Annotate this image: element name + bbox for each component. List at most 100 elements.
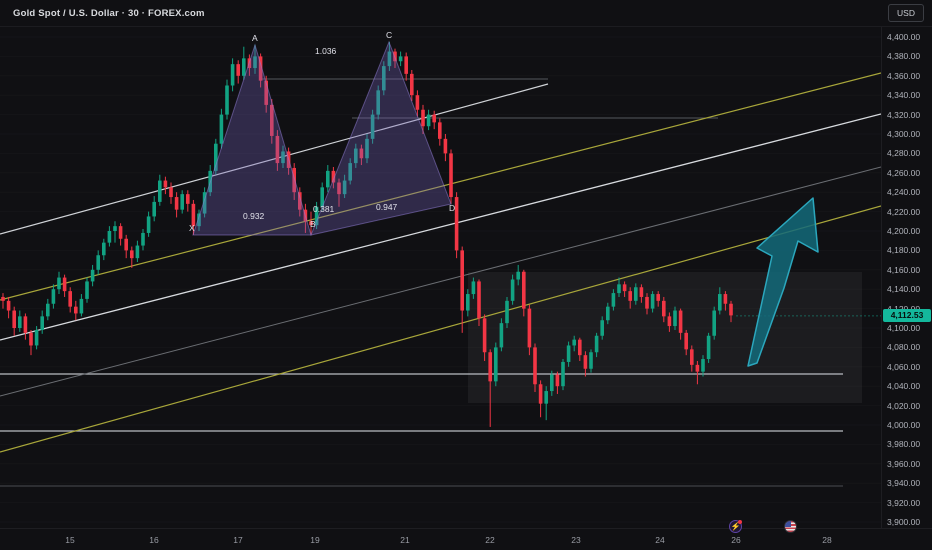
trendline[interactable] <box>0 205 881 453</box>
harmonic-pattern-triangle[interactable] <box>310 40 452 236</box>
price-axis[interactable]: 4,112.53 4,400.00 4,380.00 4,360.00 4,340.0… <box>881 0 932 528</box>
us-flag-event-icon[interactable] <box>784 520 797 533</box>
candle-body <box>102 242 106 256</box>
candle-body <box>544 391 548 404</box>
candle-body <box>634 287 638 301</box>
candle-body <box>29 332 33 346</box>
candle-body <box>18 316 22 328</box>
candlestick-chart[interactable]: X A B C D 0.932 0.381 0.947 1.036 <box>0 0 881 528</box>
time-axis[interactable]: 15 16 17 19 21 22 23 24 26 28 <box>0 528 932 550</box>
pattern-label: 1.036 <box>315 46 337 56</box>
candle-body <box>499 323 504 348</box>
candle-body <box>236 64 240 76</box>
candle-body <box>169 187 173 198</box>
candle-body <box>174 197 179 210</box>
price-tick-label: 3,920.00 <box>887 497 921 508</box>
candle-body <box>90 269 95 282</box>
pattern-label: 0.381 <box>313 204 335 214</box>
candle-body <box>46 303 50 317</box>
trendline[interactable] <box>0 166 881 397</box>
price-tick-label: 4,260.00 <box>887 167 921 178</box>
candle-body <box>701 359 705 372</box>
price-tick-label: 3,900.00 <box>887 517 921 527</box>
candle-body <box>180 194 184 210</box>
time-tick-label: 19 <box>310 535 320 545</box>
candle-body <box>314 206 319 226</box>
candle-body <box>275 135 280 164</box>
pattern-label: A <box>252 33 258 43</box>
candle-body <box>589 352 593 369</box>
candle-body <box>566 345 571 362</box>
candle-body <box>706 335 711 360</box>
time-tick-label: 23 <box>571 535 581 545</box>
candle-body <box>712 310 716 336</box>
candle-body <box>57 277 61 290</box>
price-tick-label: 4,380.00 <box>887 51 921 62</box>
candle-body <box>404 56 408 74</box>
candle-body <box>197 213 201 227</box>
price-tick-label: 4,180.00 <box>887 245 921 256</box>
candle-body <box>449 153 453 198</box>
candle-body <box>186 194 190 204</box>
candle-body <box>40 316 44 330</box>
symbol-title[interactable]: Gold Spot / U.S. Dollar · 30 · FOREX.com <box>13 7 205 19</box>
currency-toggle-button[interactable]: USD <box>888 4 924 22</box>
economic-event-icon[interactable]: ⚡ <box>729 520 742 533</box>
candle-body <box>219 114 224 144</box>
candle-body <box>6 300 11 311</box>
highlight-region[interactable] <box>468 272 862 403</box>
candle-body <box>12 310 16 328</box>
price-tick-label: 4,360.00 <box>887 70 921 81</box>
alert-dot <box>738 520 742 524</box>
candle-body <box>482 318 487 353</box>
candle-body <box>96 255 100 270</box>
price-tick-label: 4,300.00 <box>887 129 921 139</box>
candle-body <box>617 284 621 294</box>
candle-body <box>522 271 526 309</box>
candle-body <box>258 56 263 81</box>
candle-body <box>298 192 302 210</box>
candle-body <box>527 308 532 348</box>
candle-body <box>477 281 481 319</box>
candle-body <box>242 58 246 76</box>
flag-canton <box>785 521 791 527</box>
candle-body <box>398 56 403 62</box>
candle-body <box>163 180 168 188</box>
candle-body <box>113 226 117 231</box>
trendline[interactable] <box>0 72 881 301</box>
candle-body <box>74 306 78 314</box>
candle-body <box>415 95 420 110</box>
price-tick-label: 3,980.00 <box>887 439 921 450</box>
candle-body <box>594 335 599 353</box>
candle-body <box>152 201 156 217</box>
candle-body <box>611 293 616 307</box>
harmonic-pattern-triangle[interactable] <box>192 43 312 236</box>
candle-body <box>34 329 39 346</box>
candle-body <box>107 231 112 243</box>
pattern-label: B <box>310 219 316 229</box>
candle-body <box>690 349 694 365</box>
candle-body <box>466 294 470 311</box>
trendline[interactable] <box>0 113 881 341</box>
candle-body <box>309 221 313 226</box>
candle-body <box>354 148 358 164</box>
up-arrow-drawing[interactable] <box>747 197 819 367</box>
candle-body <box>583 355 588 369</box>
candle-body <box>645 296 649 309</box>
price-tick-label: 4,320.00 <box>887 109 921 120</box>
trendline[interactable] <box>0 83 549 235</box>
candle-body <box>281 151 285 164</box>
candle-body <box>718 294 722 311</box>
candle-body <box>191 203 196 227</box>
candle-body <box>723 294 728 304</box>
chart-plot-area[interactable]: X A B C D 0.932 0.381 0.947 1.036 ⚡ <box>0 0 881 533</box>
candle-body <box>561 361 565 387</box>
candle-body <box>443 138 448 154</box>
candle-body <box>1 296 5 301</box>
candle-body <box>292 167 296 193</box>
candle-body <box>650 294 655 309</box>
candle-body <box>533 347 537 385</box>
candle-body <box>667 316 672 327</box>
candle-body <box>606 306 610 321</box>
